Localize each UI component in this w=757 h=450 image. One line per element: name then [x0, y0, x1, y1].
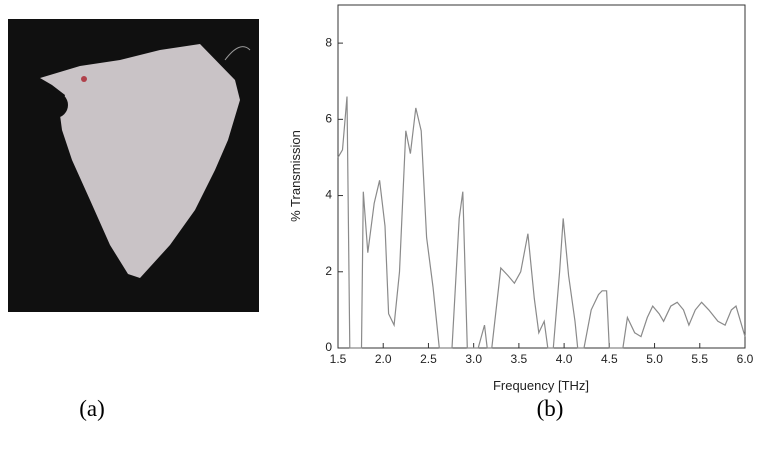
y-axis-label: % Transmission [288, 130, 303, 222]
y-tick-label: 2 [325, 264, 332, 278]
data-line [337, 96, 746, 349]
x-tick-label: 4.5 [601, 352, 618, 366]
y-tick-label: 4 [325, 188, 332, 202]
plot-frame [337, 4, 746, 349]
y-tick-label: 6 [325, 112, 332, 126]
x-tick-label: 5.5 [691, 352, 708, 366]
x-tick-label: 1.5 [330, 352, 347, 366]
x-tick-label: 2.5 [420, 352, 437, 366]
caption: (a) [79, 396, 105, 421]
x-tick-label: 4.0 [556, 352, 573, 366]
photo [8, 19, 259, 312]
x-axis-label: Frequency [THz] [493, 378, 589, 393]
x-tick-label: 5.0 [646, 352, 663, 366]
x-tick-label: 2.0 [375, 352, 392, 366]
x-tick-label: 3.0 [465, 352, 482, 366]
x-tick-label: 3.5 [511, 352, 528, 366]
x-tick-label: 6.0 [737, 352, 754, 366]
caption: (b) [537, 396, 564, 421]
y-tick-label: 0 [325, 340, 332, 354]
y-tick-label: 8 [325, 35, 332, 49]
